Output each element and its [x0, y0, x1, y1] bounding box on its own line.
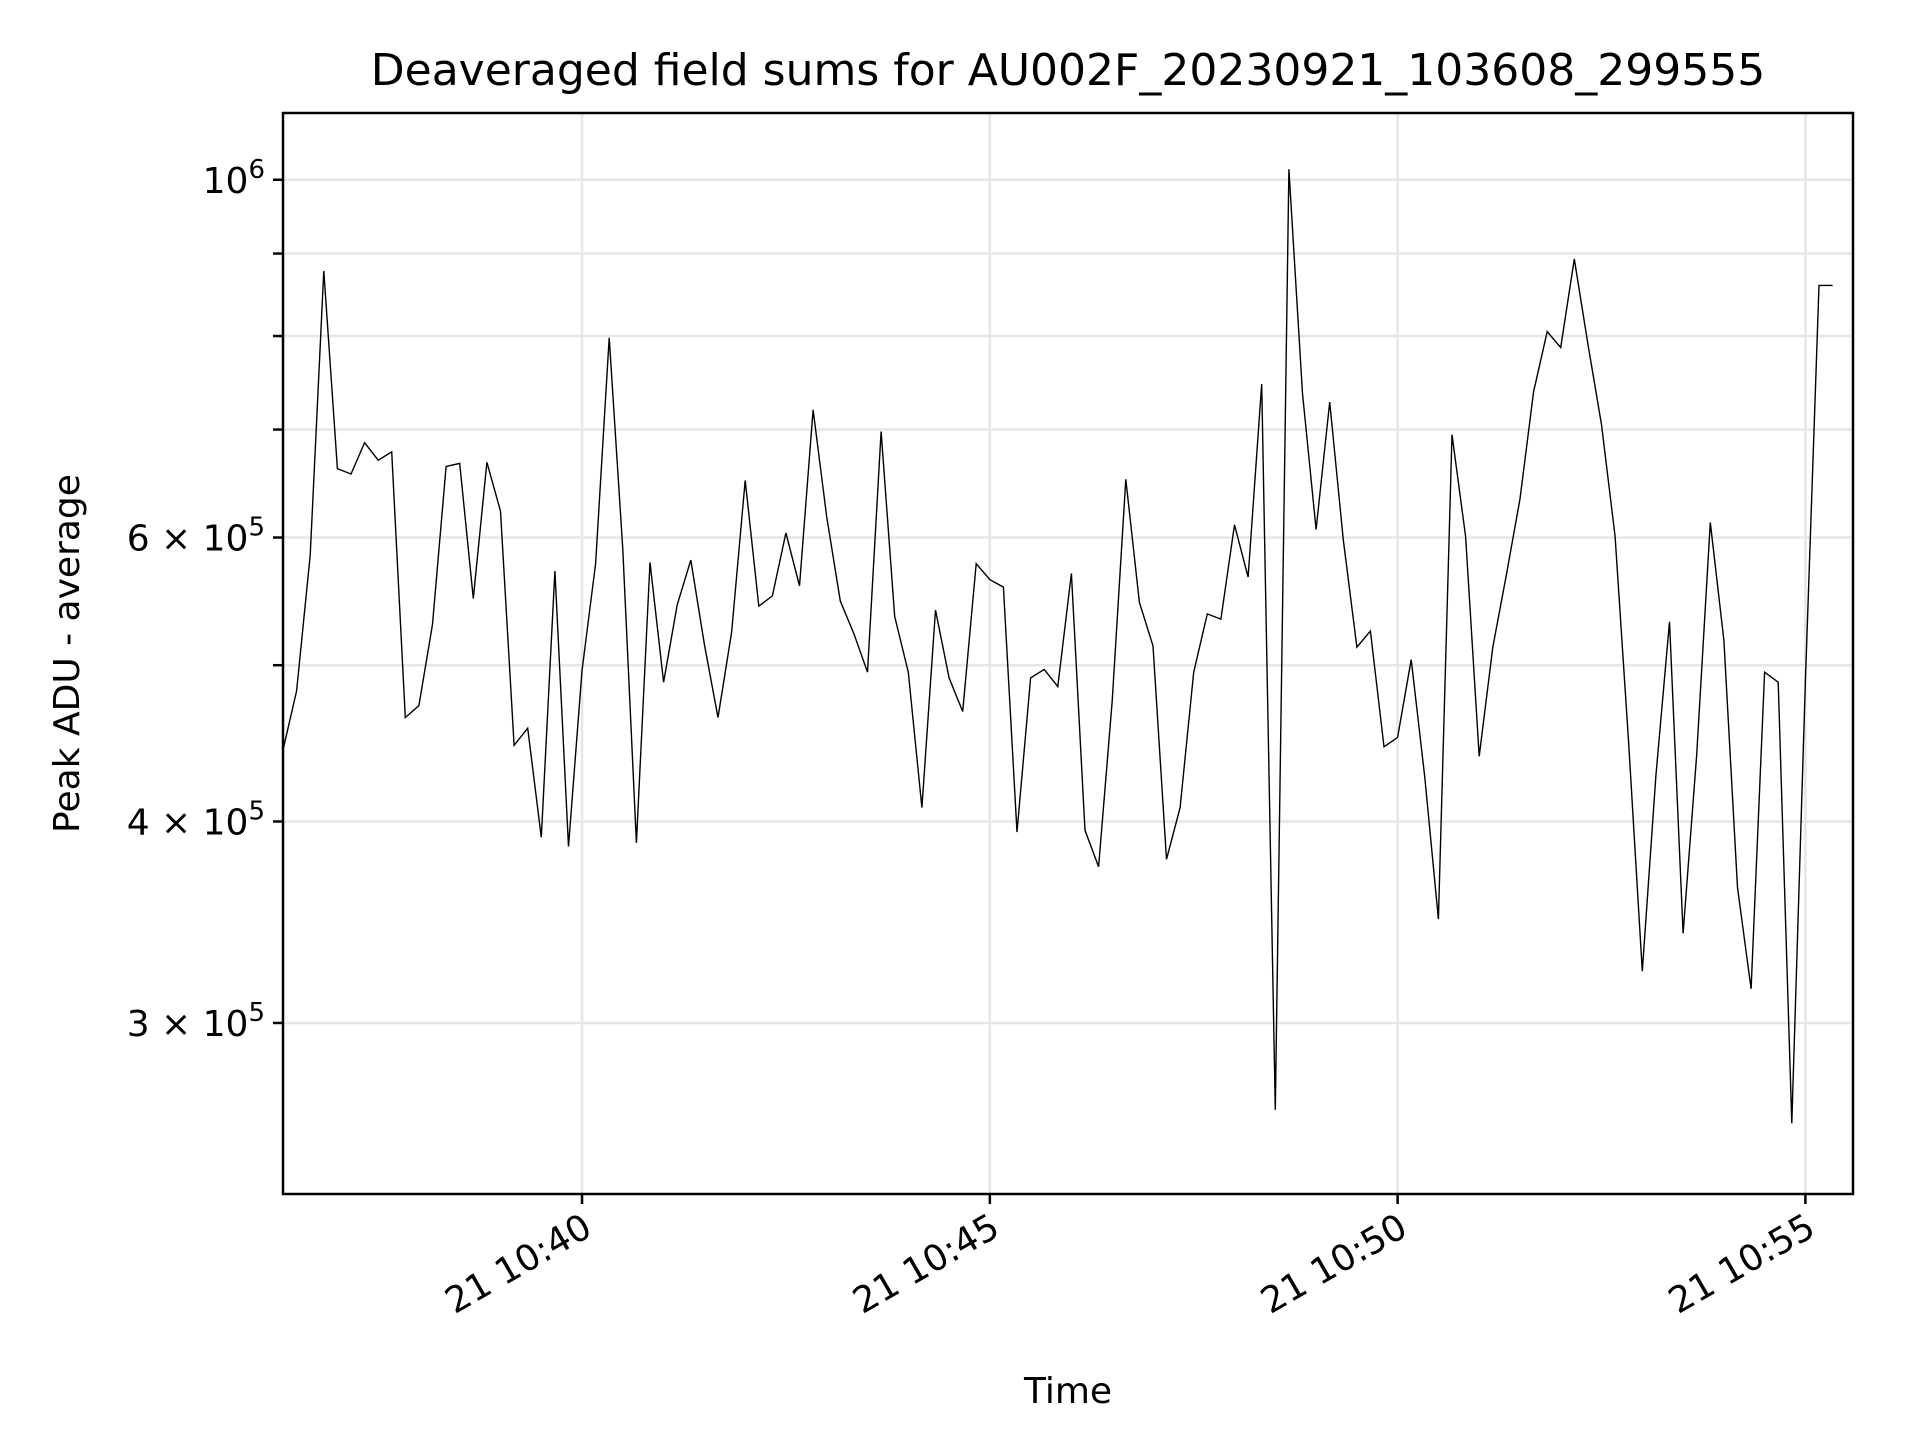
- chart-title: Deaveraged field sums for AU002F_2023092…: [371, 45, 1765, 96]
- y-tick-label: 6 × 105: [127, 513, 265, 560]
- grid-layer: [283, 113, 1853, 1194]
- x-axis-label: Time: [1023, 1371, 1112, 1412]
- plot-frame: [281, 111, 1855, 1196]
- y-tick-label: 3 × 105: [127, 998, 265, 1045]
- y-tick-label: 4 × 105: [127, 796, 265, 843]
- y-axis-label: Peak ADU - average: [47, 474, 88, 833]
- series-line: [282, 169, 1833, 1124]
- series-layer: [282, 169, 1833, 1124]
- y-tick-label: 106: [203, 155, 265, 202]
